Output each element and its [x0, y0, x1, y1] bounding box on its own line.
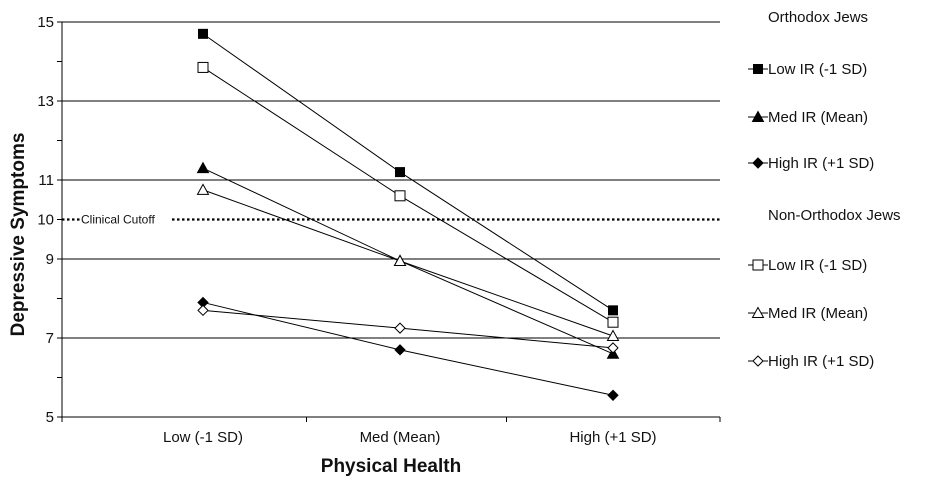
data-point-5 — [607, 342, 619, 354]
legend-label: High IR (+1 SD) — [768, 155, 874, 172]
y-tick-label: 10 — [37, 212, 54, 229]
y-axis-title: Depressive Symptoms — [8, 133, 29, 337]
y-tick-label: 15 — [37, 14, 54, 31]
legend-label: Low IR (-1 SD) — [768, 61, 867, 78]
data-point-5 — [197, 304, 209, 317]
legend-marker — [752, 259, 764, 271]
x-tick-label: Low (-1 SD) — [163, 429, 243, 446]
series-line-4 — [202, 189, 614, 337]
data-point-4 — [196, 183, 210, 195]
legend-label: Med IR (Mean) — [768, 109, 868, 126]
cutoff-label: Clinical Cutoff — [81, 213, 155, 227]
x-axis-title: Physical Health — [321, 456, 461, 477]
y-tick-label: 9 — [46, 251, 54, 268]
series-line-3 — [202, 67, 614, 323]
y-tick-label: 7 — [46, 330, 54, 347]
data-point-3 — [197, 61, 209, 73]
legend-marker — [753, 64, 763, 74]
data-point-2 — [394, 344, 406, 356]
y-tick-label: 11 — [38, 172, 54, 189]
data-point-4 — [393, 254, 407, 266]
data-point-0 — [395, 167, 405, 178]
series-line-1 — [202, 167, 614, 355]
series-line-5 — [202, 309, 614, 349]
legend-marker — [752, 355, 764, 367]
x-tick-label: High (+1 SD) — [569, 429, 656, 446]
legend-group-title: Orthodox Jews — [768, 9, 868, 26]
legend-marker — [752, 157, 764, 169]
data-point-2 — [607, 389, 619, 401]
legend-label: Med IR (Mean) — [768, 305, 868, 322]
data-point-3 — [607, 316, 619, 328]
legend-label: High IR (+1 SD) — [768, 353, 874, 370]
cutoff-label-background — [80, 211, 172, 226]
legend-marker — [751, 306, 765, 318]
data-point-4 — [606, 329, 620, 342]
legend-group-title: Non-Orthodox Jews — [768, 207, 901, 224]
data-point-5 — [394, 322, 406, 334]
series-line-0 — [202, 33, 614, 311]
data-point-0 — [608, 305, 618, 316]
data-point-1 — [196, 161, 210, 174]
y-tick-label: 5 — [46, 409, 54, 426]
data-point-3 — [394, 190, 406, 202]
legend-marker — [751, 110, 765, 122]
data-point-0 — [198, 28, 208, 39]
x-tick-label: Med (Mean) — [360, 429, 441, 446]
y-tick-label: 13 — [37, 93, 54, 110]
legend-label: Low IR (-1 SD) — [768, 257, 867, 274]
